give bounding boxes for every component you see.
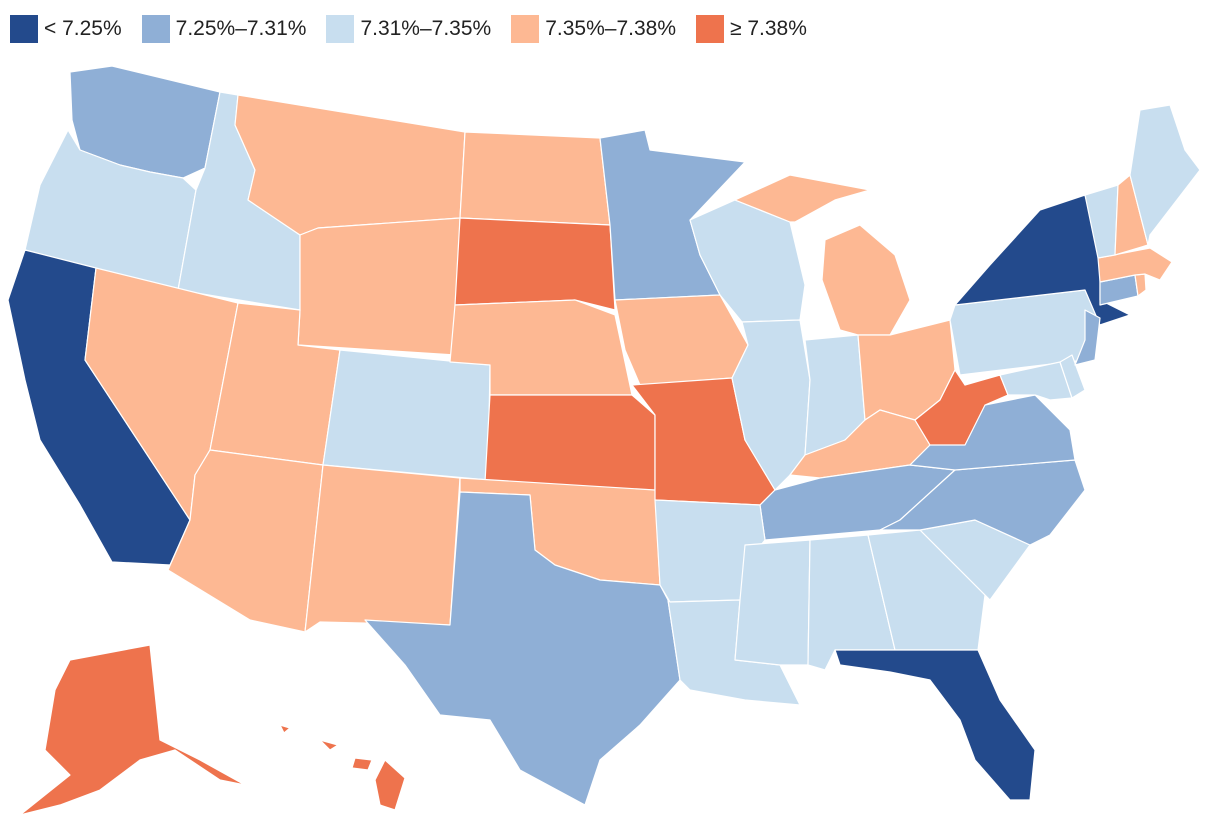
legend-swatch [141, 15, 170, 43]
state-fl[interactable] [834, 649, 1036, 801]
state-de[interactable] [1059, 354, 1086, 399]
state-nd[interactable] [459, 131, 611, 226]
state-nc[interactable] [879, 459, 1086, 546]
state-ga[interactable] [867, 529, 986, 651]
state-or[interactable] [24, 129, 197, 291]
state-il[interactable] [731, 319, 811, 491]
state-hi[interactable] [279, 724, 406, 811]
legend-label: ≥ 7.38% [730, 17, 807, 40]
state-nj[interactable] [1074, 309, 1101, 366]
legend-item-gte-7-38: ≥ 7.38% [696, 15, 807, 43]
state-nm[interactable] [304, 464, 461, 633]
legend-label: 7.25%–7.31% [175, 17, 307, 40]
state-mt[interactable] [234, 94, 466, 236]
legend-item-7-31-7-35: 7.31%–7.35% [326, 15, 491, 43]
state-tx[interactable] [364, 491, 681, 806]
state-ak[interactable] [19, 644, 246, 816]
state-sd[interactable] [454, 217, 616, 311]
legend-item-7-35-7-38: 7.35%–7.38% [511, 15, 676, 43]
legend-swatch [326, 15, 355, 43]
legend-swatch [10, 15, 38, 43]
legend: < 7.25% 7.25%–7.31% 7.31%–7.35% 7.35%–7.… [10, 14, 827, 44]
state-ia[interactable] [614, 294, 749, 386]
state-shapes [7, 65, 1201, 816]
state-wy[interactable] [297, 217, 461, 356]
state-ms[interactable] [734, 539, 811, 666]
legend-item-7-25-7-31: 7.25%–7.31% [141, 15, 307, 43]
legend-label: 7.31%–7.35% [360, 17, 492, 40]
legend-label: 7.35%–7.38% [545, 17, 676, 40]
legend-swatch [511, 15, 540, 43]
state-co[interactable] [322, 349, 491, 481]
legend-item-lt-7-25: < 7.25% [10, 15, 122, 43]
state-me[interactable] [1129, 104, 1201, 246]
legend-label: < 7.25% [44, 17, 122, 40]
legend-swatch [696, 15, 724, 43]
state-ma[interactable] [1097, 247, 1173, 283]
